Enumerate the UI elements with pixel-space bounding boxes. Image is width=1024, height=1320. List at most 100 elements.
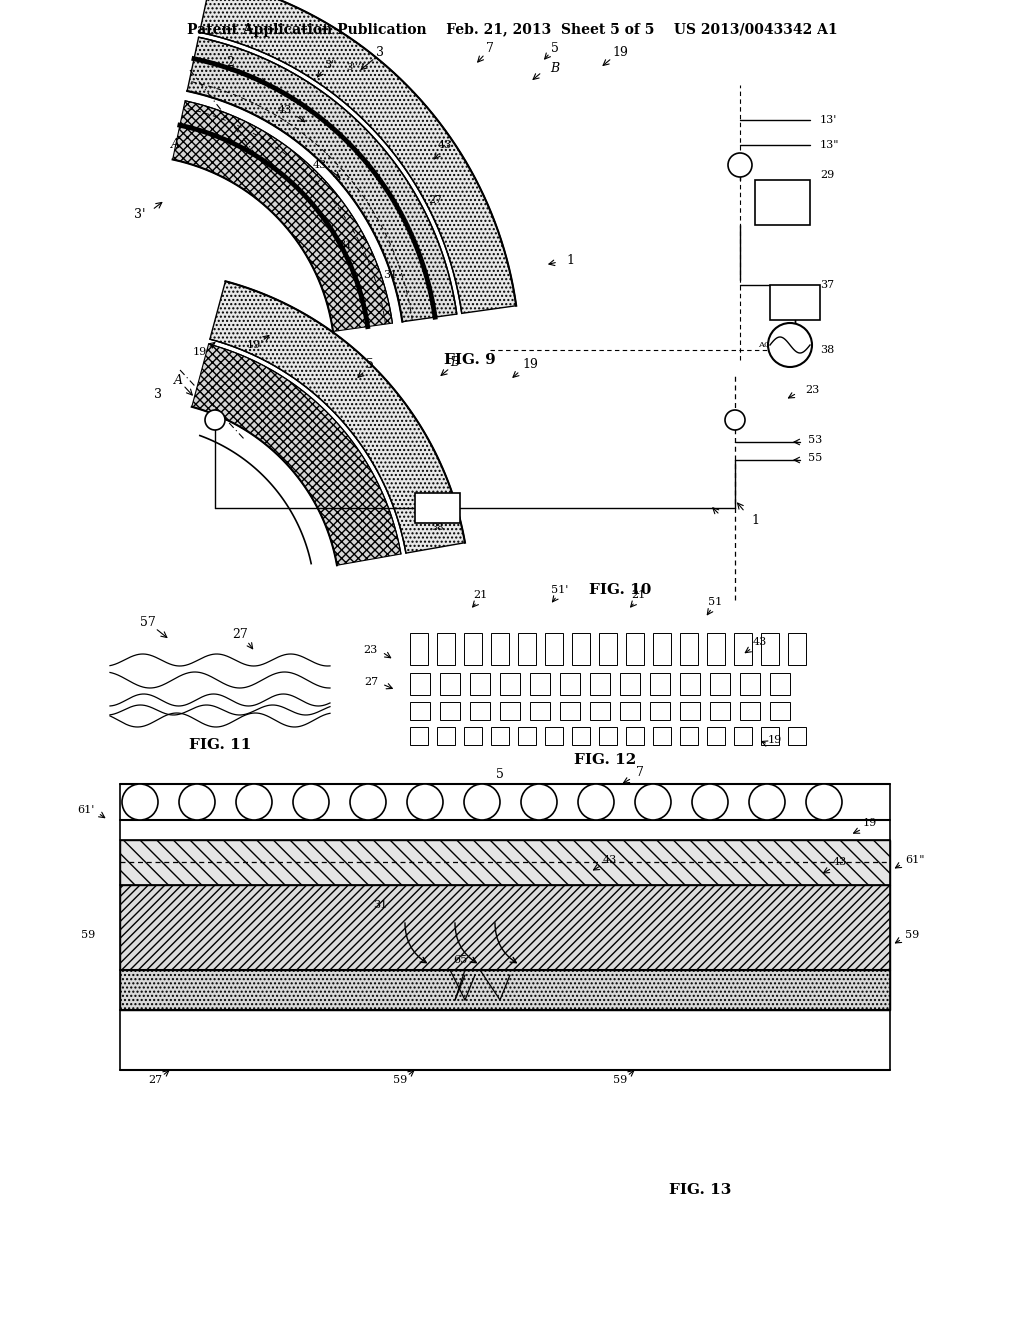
Text: 61': 61' [78,805,95,814]
Circle shape [635,784,671,820]
Circle shape [806,784,842,820]
Text: A: A [171,139,179,152]
Bar [680,634,698,665]
Bar [770,673,790,696]
Text: AC: AC [758,341,770,348]
Circle shape [768,323,812,367]
Text: 59: 59 [905,931,920,940]
Polygon shape [173,100,392,331]
Bar [626,727,644,744]
Bar [437,727,455,744]
Text: A: A [173,374,182,387]
Text: 51: 51 [708,597,722,607]
Bar [120,840,890,884]
Text: 55: 55 [808,453,822,463]
Text: 13": 13" [820,140,840,150]
Bar [440,673,460,696]
Text: 19: 19 [863,818,878,828]
Bar [464,634,482,665]
Bar [464,727,482,744]
Text: B: B [451,355,460,368]
Circle shape [725,411,745,430]
Bar [650,702,670,719]
Bar [572,634,590,665]
Bar [707,634,725,665]
Text: 13': 13' [820,115,838,125]
Bar [710,673,730,696]
Bar [440,702,460,719]
Circle shape [692,784,728,820]
Bar [545,727,563,744]
Text: 27: 27 [364,677,378,686]
Text: 59: 59 [613,1074,627,1085]
Text: 7: 7 [636,766,644,779]
Text: 31: 31 [373,900,387,909]
Bar [599,727,617,744]
Bar [734,727,752,744]
Bar [710,702,730,719]
Bar [572,727,590,744]
Bar [410,634,428,665]
Text: 1: 1 [566,253,574,267]
Text: 19: 19 [768,735,782,744]
Text: 5: 5 [496,768,504,781]
Text: 37: 37 [820,280,835,290]
Circle shape [122,784,158,820]
Text: 27: 27 [428,195,442,205]
Text: 19: 19 [193,347,207,356]
Text: FIG. 11: FIG. 11 [188,738,251,752]
Text: 27: 27 [232,628,248,642]
Text: 29: 29 [820,170,835,180]
Bar [437,634,455,665]
Bar [653,634,671,665]
Text: FIG. 9: FIG. 9 [444,352,496,367]
Polygon shape [210,281,465,553]
Circle shape [521,784,557,820]
Text: FIG. 13: FIG. 13 [669,1183,731,1197]
Bar [590,702,610,719]
Text: 53: 53 [808,436,822,445]
Circle shape [179,784,215,820]
Bar [410,673,430,696]
Circle shape [578,784,614,820]
Polygon shape [191,345,401,565]
Text: 65: 65 [453,954,467,965]
Text: B: B [551,62,559,74]
Circle shape [464,784,500,820]
Bar [560,673,580,696]
Text: 3': 3' [134,209,145,222]
Bar [470,702,490,719]
Text: 38: 38 [430,503,444,513]
Text: FIG. 10: FIG. 10 [589,583,651,597]
Bar [626,634,644,665]
Bar [755,180,810,224]
Text: 59: 59 [81,931,95,940]
Text: 38: 38 [820,345,835,355]
Text: 57: 57 [140,615,156,628]
Bar [680,727,698,744]
Text: 23: 23 [805,385,819,395]
Bar [500,702,520,719]
Text: 19': 19' [247,341,264,350]
Polygon shape [187,37,457,322]
Bar [707,727,725,744]
Bar [761,727,779,744]
Text: 3'’’’: 3'’’’ [346,62,364,71]
Bar [680,673,700,696]
Bar [560,702,580,719]
Bar [590,673,610,696]
Bar [545,634,563,665]
Text: 61": 61" [905,855,925,865]
Bar [415,492,460,523]
Text: 43: 43 [438,140,453,150]
Text: FIG. 12: FIG. 12 [573,752,636,767]
Text: 38: 38 [431,523,443,532]
Bar [788,634,806,665]
Bar [740,702,760,719]
Bar [620,702,640,719]
Bar [530,702,550,719]
Circle shape [749,784,785,820]
Bar [734,634,752,665]
Bar [761,634,779,665]
Circle shape [205,411,225,430]
